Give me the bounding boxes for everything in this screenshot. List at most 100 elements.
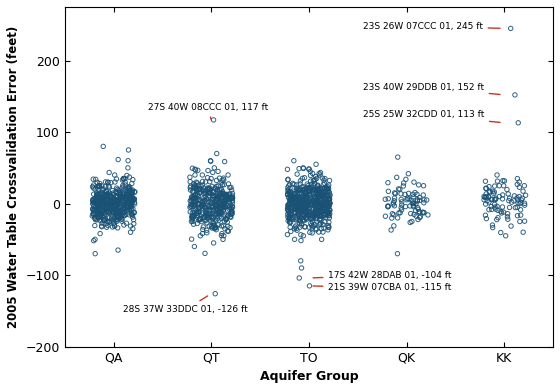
Point <box>198 172 207 178</box>
Point <box>99 215 108 221</box>
Point <box>293 196 302 202</box>
Point <box>323 200 332 207</box>
Point <box>384 204 393 210</box>
Point <box>488 225 497 231</box>
Point <box>323 207 332 213</box>
Point <box>305 208 314 215</box>
Point <box>296 200 305 207</box>
Point <box>291 210 300 216</box>
Point <box>204 207 213 213</box>
Y-axis label: 2005 Water Table Crossvalidation Error (feet): 2005 Water Table Crossvalidation Error (… <box>7 26 20 328</box>
Point <box>218 177 227 183</box>
Point <box>295 197 304 204</box>
Point <box>88 207 97 213</box>
Point <box>89 210 98 216</box>
Point <box>227 194 236 200</box>
Point <box>318 191 327 197</box>
Point <box>301 203 310 209</box>
Point <box>518 195 527 201</box>
Point <box>107 199 116 205</box>
Point <box>213 207 222 213</box>
Point <box>312 204 321 210</box>
Point <box>197 203 206 209</box>
Point <box>189 195 198 201</box>
Point <box>212 224 221 230</box>
Point <box>119 176 128 182</box>
Point <box>214 183 223 189</box>
Point <box>306 178 315 184</box>
Point <box>114 207 123 214</box>
Point <box>108 212 117 218</box>
Point <box>321 189 330 195</box>
Point <box>116 213 125 220</box>
Point <box>389 200 398 206</box>
Point <box>108 209 117 216</box>
Point <box>104 209 113 215</box>
Point <box>399 180 408 186</box>
Point <box>89 211 98 217</box>
Point <box>325 197 334 203</box>
Point <box>123 199 132 205</box>
Point <box>118 185 127 191</box>
Point <box>291 223 300 229</box>
Point <box>501 233 510 239</box>
Point <box>223 213 232 219</box>
Point <box>516 199 525 206</box>
Point <box>195 217 204 223</box>
Point <box>299 211 308 218</box>
Point <box>319 229 328 235</box>
Point <box>115 211 124 217</box>
Point <box>301 204 310 211</box>
Point <box>295 187 304 193</box>
Point <box>113 206 122 212</box>
Point <box>295 195 304 202</box>
Point <box>130 196 139 202</box>
Point <box>91 199 100 206</box>
Point <box>122 200 131 206</box>
Point <box>223 194 232 200</box>
Point <box>218 200 227 207</box>
Point <box>111 196 120 202</box>
Point <box>409 204 418 210</box>
Point <box>289 201 298 207</box>
Point <box>295 202 304 209</box>
Point <box>214 193 223 200</box>
Point <box>404 170 413 177</box>
Point <box>116 204 125 210</box>
Point <box>113 193 122 199</box>
Point <box>204 211 213 217</box>
Point <box>106 200 115 207</box>
Point <box>515 200 524 207</box>
Point <box>103 179 112 185</box>
Point <box>192 197 200 204</box>
Point <box>325 177 334 184</box>
Point <box>213 213 222 219</box>
Point <box>312 203 321 209</box>
Point <box>120 209 129 215</box>
Point <box>323 208 332 214</box>
Point <box>109 204 118 210</box>
Point <box>114 187 123 193</box>
Point <box>130 189 139 195</box>
Point <box>213 215 222 222</box>
Point <box>211 185 220 191</box>
Point <box>492 216 501 223</box>
Point <box>480 194 489 200</box>
Point <box>215 210 224 216</box>
Point <box>186 198 195 204</box>
Point <box>121 182 130 188</box>
Point <box>187 236 196 242</box>
Point <box>324 182 333 188</box>
Point <box>223 228 232 234</box>
Point <box>123 191 132 197</box>
Point <box>286 194 295 200</box>
Point <box>105 193 114 200</box>
Point <box>225 191 234 197</box>
Point <box>98 187 107 193</box>
Point <box>490 197 499 203</box>
Point <box>199 185 208 191</box>
Point <box>104 209 113 216</box>
Point <box>125 187 134 193</box>
Point <box>292 198 301 204</box>
Point <box>126 202 135 209</box>
